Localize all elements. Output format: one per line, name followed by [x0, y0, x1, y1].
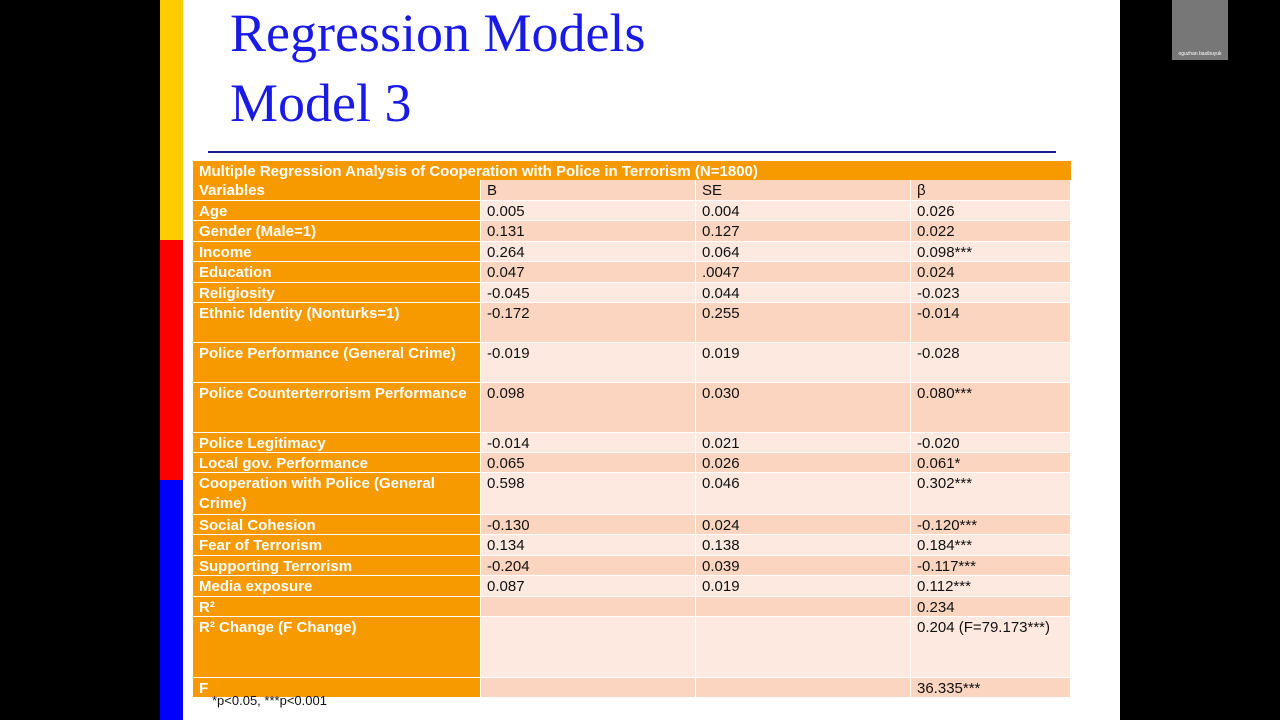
slide-title: Regression Models: [230, 3, 646, 63]
table-cell: 0.134: [481, 535, 695, 555]
footnote: *p<0.05, ***p<0.001: [212, 693, 327, 708]
table-cell: 0.065: [481, 453, 695, 472]
header-cell: β: [911, 180, 1070, 200]
table-cell: -0.172: [481, 303, 695, 342]
table-cell: -0.045: [481, 283, 695, 302]
row-label: Ethnic Identity (Nonturks=1): [193, 303, 480, 342]
table-cell: 0.598: [481, 473, 695, 514]
table-cell: 0.021: [696, 433, 910, 452]
row-label: Age: [193, 201, 480, 220]
title-rule: [208, 151, 1056, 153]
table-cell: 0.204 (F=79.173***): [911, 617, 1070, 677]
table-cell: 36.335***: [911, 678, 1070, 697]
table-cell: [696, 678, 910, 697]
table-cell: -0.014: [481, 433, 695, 452]
table-cell: 0.046: [696, 473, 910, 514]
table-cell: 0.264: [481, 242, 695, 261]
table-cell: 0.087: [481, 576, 695, 596]
table-cell: .0047: [696, 262, 910, 282]
table-cell: 0.022: [911, 221, 1070, 241]
table-cell: 0.234: [911, 597, 1070, 616]
row-label: Supporting Terrorism: [193, 556, 480, 575]
table-cell: -0.019: [481, 343, 695, 382]
table-cell: 0.039: [696, 556, 910, 575]
row-label: R² Change (F Change): [193, 617, 480, 677]
table-cell: 0.026: [911, 201, 1070, 220]
table-cell: 0.098: [481, 383, 695, 432]
row-label: Cooperation with Police (General Crime): [193, 473, 480, 514]
row-label: Social Cohesion: [193, 515, 480, 534]
header-cell: B: [481, 180, 695, 200]
table-cell: 0.112***: [911, 576, 1070, 596]
table-cell: -0.014: [911, 303, 1070, 342]
row-label: Income: [193, 242, 480, 261]
table-cell: 0.019: [696, 343, 910, 382]
table-cell: 0.030: [696, 383, 910, 432]
table-cell: 0.044: [696, 283, 910, 302]
header-cell: SE: [696, 180, 910, 200]
table-cell: [481, 678, 695, 697]
row-label: Local gov. Performance: [193, 453, 480, 472]
slide: Regression Models Model 3 Multiple Regre…: [160, 0, 1120, 720]
table-cell: 0.026: [696, 453, 910, 472]
table-cell: 0.184***: [911, 535, 1070, 555]
table-cell: 0.127: [696, 221, 910, 241]
accent-bar: [160, 0, 183, 240]
table-cell: 0.004: [696, 201, 910, 220]
participant-name: oguzhan basibuyuk: [1178, 51, 1222, 57]
table-caption: Multiple Regression Analysis of Cooperat…: [193, 161, 1071, 180]
table-cell: -0.028: [911, 343, 1070, 382]
table-cell: [696, 617, 910, 677]
table-cell: [481, 617, 695, 677]
table-cell: 0.024: [911, 262, 1070, 282]
table-cell: 0.131: [481, 221, 695, 241]
table-cell: -0.204: [481, 556, 695, 575]
row-label: R²: [193, 597, 480, 616]
table-cell: 0.064: [696, 242, 910, 261]
table-cell: 0.019: [696, 576, 910, 596]
row-label: Police Performance (General Crime): [193, 343, 480, 382]
row-label: Media exposure: [193, 576, 480, 596]
table-cell: -0.117***: [911, 556, 1070, 575]
row-label: Police Legitimacy: [193, 433, 480, 452]
table-cell: -0.020: [911, 433, 1070, 452]
row-label: F: [193, 678, 480, 697]
row-label: Education: [193, 262, 480, 282]
row-label: Religiosity: [193, 283, 480, 302]
accent-bar: [160, 480, 183, 720]
webcam-thumbnail: oguzhan basibuyuk: [1172, 0, 1228, 60]
row-label: Police Counterterrorism Performance: [193, 383, 480, 432]
table-cell: 0.302***: [911, 473, 1070, 514]
table-cell: [696, 597, 910, 616]
table-cell: [481, 597, 695, 616]
table-cell: -0.120***: [911, 515, 1070, 534]
table-cell: 0.255: [696, 303, 910, 342]
table-cell: 0.005: [481, 201, 695, 220]
table-cell: 0.047: [481, 262, 695, 282]
row-label: Fear of Terrorism: [193, 535, 480, 555]
table-cell: 0.080***: [911, 383, 1070, 432]
table-cell: 0.098***: [911, 242, 1070, 261]
table-cell: 0.061*: [911, 453, 1070, 472]
accent-bar: [160, 240, 183, 480]
slide-title: Model 3: [230, 73, 412, 133]
table-cell: 0.024: [696, 515, 910, 534]
table-cell: -0.130: [481, 515, 695, 534]
row-label: Gender (Male=1): [193, 221, 480, 241]
table-cell: -0.023: [911, 283, 1070, 302]
table-cell: 0.138: [696, 535, 910, 555]
header-cell: Variables: [193, 180, 480, 200]
